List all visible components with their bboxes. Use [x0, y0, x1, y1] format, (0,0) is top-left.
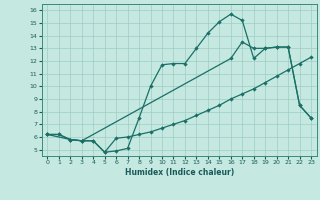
X-axis label: Humidex (Indice chaleur): Humidex (Indice chaleur) — [124, 168, 234, 177]
